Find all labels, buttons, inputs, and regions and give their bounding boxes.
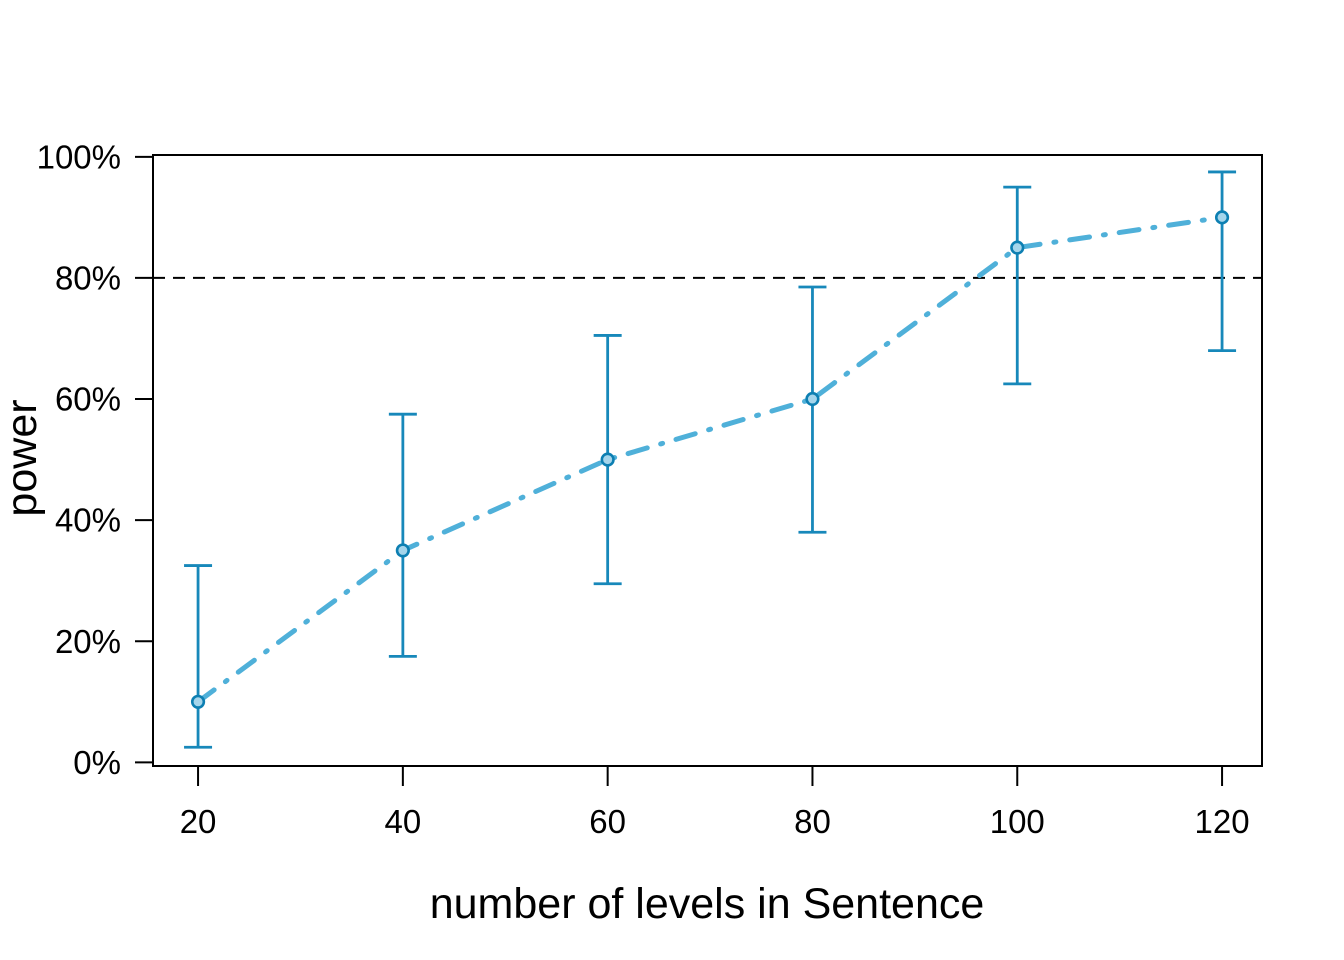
data-point-marker (190, 694, 206, 709)
y-axis-title: power (0, 399, 46, 516)
y-axis-tick-label: 20% (55, 623, 121, 660)
y-axis-tick-label: 80% (55, 259, 121, 296)
x-axis-title: number of levels in Sentence (430, 880, 985, 928)
y-axis-tick-label: 40% (55, 502, 121, 539)
plot-border (152, 154, 1263, 767)
data-point-marker (805, 391, 820, 407)
error-bar (388, 412, 417, 658)
error-bar (1208, 170, 1237, 352)
x-axis-tick-label: 120 (1195, 803, 1250, 840)
y-axis-tick-label: 0% (73, 744, 121, 781)
error-bar (798, 285, 827, 534)
error-bar (1003, 185, 1032, 386)
series-layer (184, 170, 1237, 749)
data-point-marker (1214, 210, 1230, 225)
power-curve-line (195, 214, 1225, 705)
x-axis-tick-label: 20 (180, 803, 217, 840)
y-axis-tick-label: 60% (55, 381, 121, 418)
data-point-marker (1010, 240, 1025, 255)
error-bar (184, 564, 213, 749)
data-point-marker (600, 452, 615, 467)
y-axis-tick-label: 100% (37, 138, 121, 175)
x-axis-tick-label: 100 (990, 803, 1045, 840)
data-point-marker (395, 543, 410, 558)
axes-layer: 0% 20% 40% 60% 80% 100% 20 40 60 80 100 120 (37, 138, 1263, 840)
x-axis-tick-label: 40 (384, 803, 421, 840)
x-axis-tick-label: 80 (794, 803, 831, 840)
x-axis-tick-label: 60 (589, 803, 626, 840)
